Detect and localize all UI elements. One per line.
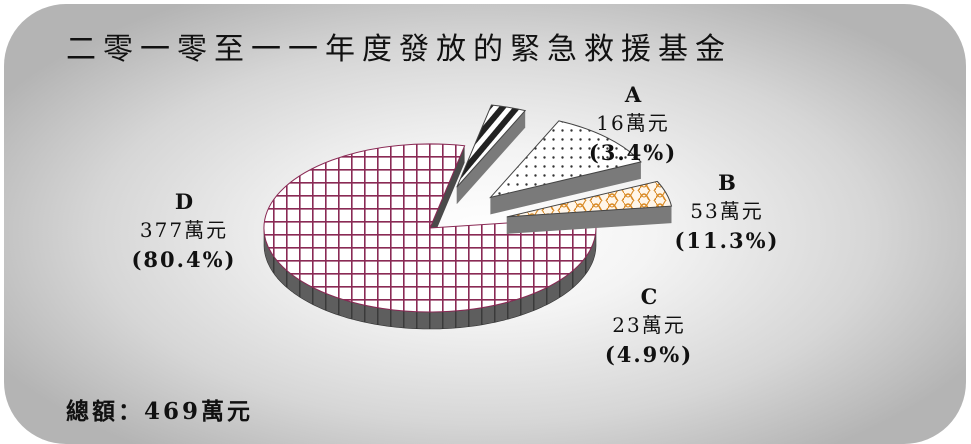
slice-b-cut-face <box>490 161 641 215</box>
slice-c-top <box>506 180 673 218</box>
slice-b-percent: (11.3%) <box>674 228 780 253</box>
slice-c <box>506 180 673 234</box>
slice-b-name: B <box>718 170 736 195</box>
label-slice-a: A 16萬元 (3.4%) <box>588 80 678 167</box>
slice-c-percent: (4.9%) <box>604 342 694 367</box>
slice-a-name: A <box>624 82 642 107</box>
slice-c-name: C <box>640 284 658 309</box>
slice-b <box>489 120 642 215</box>
slice-a-percent: (3.4%) <box>588 140 678 165</box>
total-amount: 總額：469萬元 <box>66 398 254 425</box>
slice-a-cut-face <box>456 110 526 205</box>
label-slice-c: C 23萬元 (4.9%) <box>596 282 702 369</box>
slice-d-percent: (80.4%) <box>131 247 237 272</box>
slice-d <box>263 143 597 330</box>
slice-c-cut-face <box>506 206 672 234</box>
slice-d-value: 377萬元 <box>139 218 229 242</box>
slice-a-top <box>456 104 527 188</box>
slice-d-top <box>263 143 597 313</box>
pie-chart <box>263 104 673 330</box>
slice-a-value: 16萬元 <box>596 111 670 135</box>
slice-d-cut-face <box>430 145 465 245</box>
chart-title: 二零一零至一一年度發放的緊急救援基金 <box>66 32 732 67</box>
label-slice-d: D 377萬元 (80.4%) <box>114 187 254 274</box>
slice-d-name: D <box>174 189 194 214</box>
slice-b-top <box>489 120 642 199</box>
label-slice-b: B 53萬元 (11.3%) <box>668 168 786 255</box>
slice-a <box>456 104 527 205</box>
slice-b-value: 53萬元 <box>690 199 764 223</box>
slice-c-value: 23萬元 <box>612 313 686 337</box>
